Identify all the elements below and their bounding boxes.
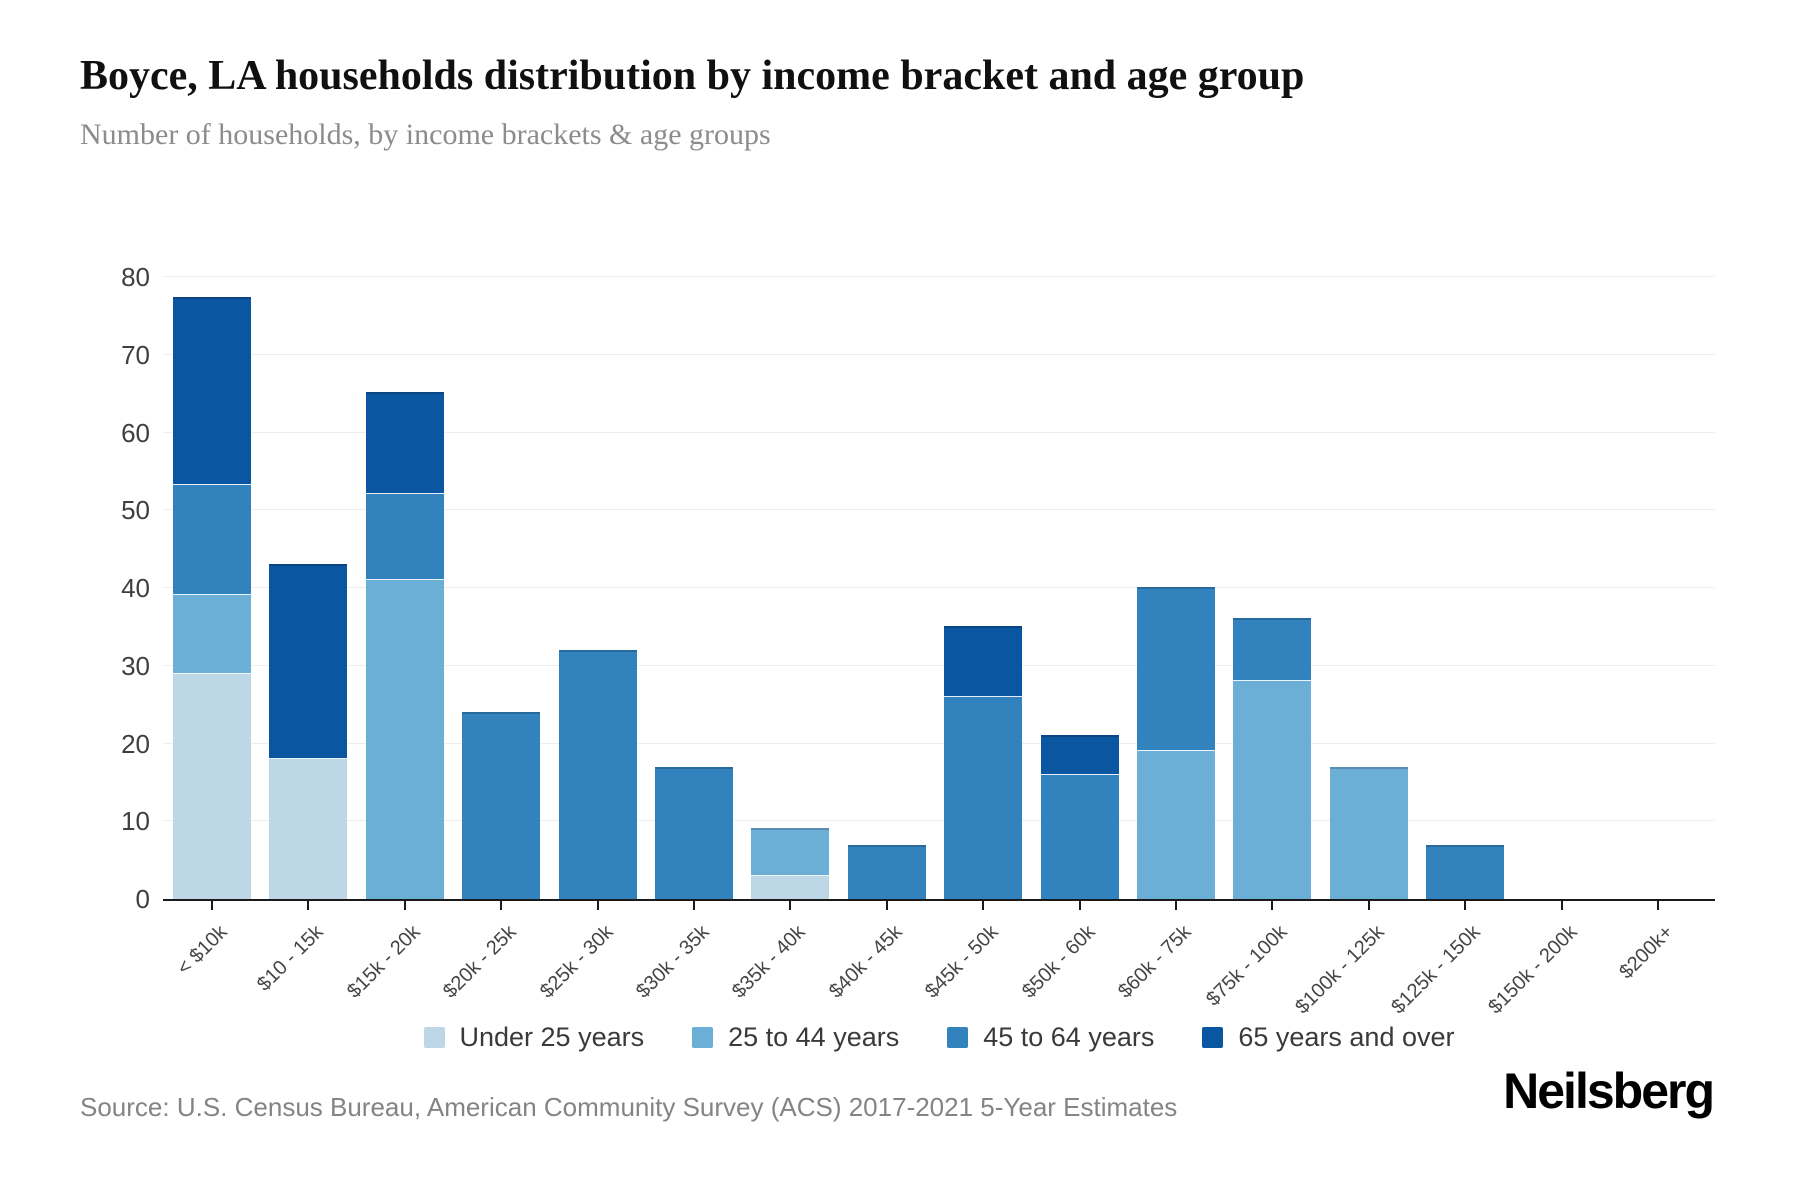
legend-swatch <box>692 1027 714 1048</box>
legend-swatch <box>423 1027 445 1048</box>
legend-label: 25 to 44 years <box>728 1022 900 1052</box>
bar-$30k - 35k <box>655 766 733 899</box>
gridline-80 <box>163 276 1715 277</box>
bar-segment-45 to 64 years <box>944 696 1023 899</box>
bar-$25k - 30k <box>558 650 637 899</box>
bar-segment-65 years and over <box>944 625 1023 697</box>
bar-segment-25 to 44 years <box>1137 751 1215 899</box>
bar-$45k - 50k <box>944 625 1023 899</box>
y-tick-label-70: 70 <box>121 339 150 370</box>
bar-segment-Under 25 years <box>173 673 251 899</box>
bar-segment-45 to 64 years <box>365 493 444 581</box>
x-axis-tick <box>500 901 503 910</box>
bar-segment-65 years and over <box>365 391 444 494</box>
bar-segment-65 years and over <box>269 563 348 760</box>
source-note: Source: U.S. Census Bureau, American Com… <box>80 1092 1178 1122</box>
bar-$125k - 150k <box>1426 844 1505 899</box>
x-axis-tick <box>1367 901 1370 910</box>
legend-label: 65 years and over <box>1238 1022 1455 1052</box>
bar-segment-Under 25 years <box>269 759 348 899</box>
x-axis-tick <box>307 901 310 910</box>
bar-segment-25 to 44 years <box>1329 766 1408 899</box>
bar-segment-25 to 44 years <box>751 828 830 876</box>
bar-$15k - 20k <box>365 391 444 899</box>
bar-$60k - 75k <box>1137 587 1215 899</box>
y-tick-label-30: 30 <box>121 650 150 681</box>
x-axis-tick <box>1464 901 1467 910</box>
gridline-10 <box>163 820 1715 822</box>
y-tick-label-20: 20 <box>121 728 150 759</box>
bar-segment-Under 25 years <box>751 875 830 899</box>
x-axis-tick <box>693 901 695 910</box>
bar-segment-45 to 64 years <box>1137 587 1215 752</box>
x-axis-tick <box>789 901 792 910</box>
bar-$100k - 125k <box>1329 766 1408 899</box>
bar-segment-65 years and over <box>1040 734 1119 775</box>
chart-title: Boyce, LA households distribution by inc… <box>80 53 1305 99</box>
legend-swatch <box>1202 1027 1224 1048</box>
bar-segment-45 to 64 years <box>558 650 637 899</box>
chart-subtitle: Number of households, by income brackets… <box>80 118 771 151</box>
bar-segment-45 to 64 years <box>655 766 733 899</box>
x-axis-tick <box>1560 901 1563 910</box>
bar-< $10k <box>173 297 251 899</box>
legend-item-Under 25 years: Under 25 years <box>423 1022 645 1053</box>
bar-segment-45 to 64 years <box>173 484 251 595</box>
y-tick-label-60: 60 <box>121 417 150 448</box>
legend-item-65 years and over: 65 years and over <box>1202 1022 1455 1053</box>
gridline-60 <box>163 431 1715 433</box>
legend-label: 45 to 64 years <box>983 1022 1155 1052</box>
bar-$35k - 40k <box>751 828 830 899</box>
y-tick-label-40: 40 <box>121 573 150 603</box>
y-tick-label-10: 10 <box>121 806 150 837</box>
bar-segment-45 to 64 years <box>1233 618 1312 682</box>
bar-$75k - 100k <box>1233 618 1312 899</box>
x-axis-tick <box>1078 901 1081 910</box>
gridline-20 <box>163 742 1715 744</box>
bar-segment-25 to 44 years <box>173 594 251 674</box>
bar-$40k - 45k <box>847 844 926 899</box>
bar-segment-45 to 64 years <box>1040 774 1119 899</box>
bar-segment-45 to 64 years <box>462 712 541 899</box>
gridline-40 <box>163 587 1715 588</box>
bar-$20k - 25k <box>462 712 541 899</box>
gridline-50 <box>163 509 1715 511</box>
legend-swatch <box>947 1027 969 1048</box>
y-tick-label-80: 80 <box>121 262 150 292</box>
bar-segment-45 to 64 years <box>847 844 926 899</box>
legend-label: Under 25 years <box>459 1022 645 1052</box>
legend: Under 25 years 25 to 44 years 45 to 64 yea… <box>163 1022 1715 1053</box>
gridline-30 <box>163 664 1715 666</box>
y-tick-label-0: 0 <box>135 884 150 914</box>
x-axis-tick <box>403 901 406 910</box>
gridline-70 <box>163 353 1715 355</box>
x-axis-tick <box>1175 901 1177 910</box>
brand-logo: Neilsberg <box>1503 1063 1715 1119</box>
plot-area <box>163 276 1715 901</box>
bar-segment-45 to 64 years <box>1426 844 1505 899</box>
x-axis-tick <box>982 901 985 910</box>
y-tick-label-50: 50 <box>121 495 150 526</box>
x-axis-tick <box>211 901 213 910</box>
x-axis-tick <box>1657 901 1659 910</box>
bar-$50k - 60k <box>1040 734 1119 899</box>
x-axis-tick <box>1271 901 1274 910</box>
bar-segment-65 years and over <box>173 297 251 485</box>
x-axis-tick <box>596 901 599 910</box>
legend-item-45 to 64 years: 45 to 64 years <box>947 1022 1154 1053</box>
bar-segment-25 to 44 years <box>1233 681 1312 899</box>
bar-$10 - 15k <box>269 563 348 899</box>
x-axis-tick <box>885 901 888 910</box>
legend-item-25 to 44 years: 25 to 44 years <box>692 1022 899 1053</box>
bar-segment-25 to 44 years <box>365 580 444 899</box>
